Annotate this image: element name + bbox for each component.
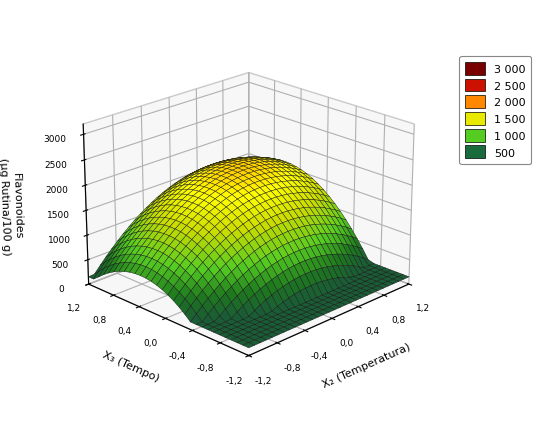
Legend: 3 000, 2 500, 2 000, 1 500, 1 000, 500: 3 000, 2 500, 2 000, 1 500, 1 000, 500 xyxy=(460,57,531,164)
Y-axis label: X₃ (Tempo): X₃ (Tempo) xyxy=(101,349,161,382)
X-axis label: X₂ (Temperatura): X₂ (Temperatura) xyxy=(321,341,412,390)
